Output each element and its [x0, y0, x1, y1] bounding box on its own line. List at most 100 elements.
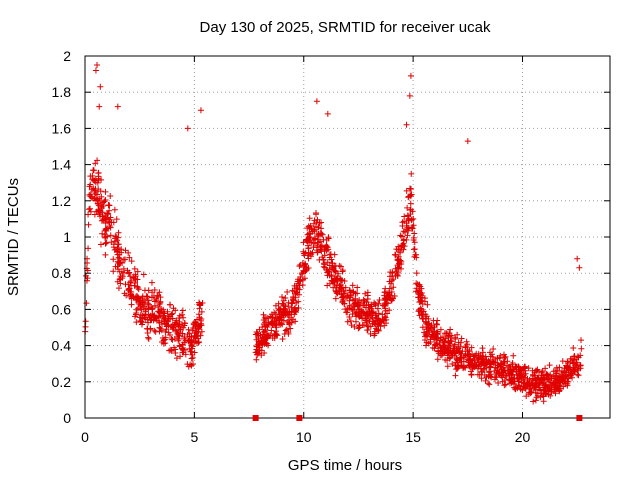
axis-ticks: 00.20.40.60.811.21.41.61.820 5 10 15 20: [52, 48, 610, 445]
data-point: [478, 361, 485, 368]
data-point: [285, 311, 292, 318]
data-point: [113, 216, 120, 223]
data-point: [364, 327, 371, 334]
data-point: [433, 320, 440, 327]
data-point: [168, 347, 175, 354]
data-point: [522, 383, 529, 390]
data-point: [430, 317, 437, 324]
data-point: [453, 349, 460, 356]
data-point: [441, 339, 448, 346]
data-point: [388, 273, 395, 280]
data-point: [349, 282, 356, 289]
data-point: [273, 330, 280, 337]
data-point: [338, 285, 345, 292]
data-point: [181, 335, 188, 342]
data-point: [128, 295, 135, 302]
data-point: [359, 315, 366, 322]
data-point: [307, 230, 314, 237]
data-point: [486, 381, 493, 388]
data-point: [100, 199, 107, 206]
data-point: [114, 103, 121, 110]
data-point: [305, 231, 312, 238]
data-point: [481, 371, 488, 378]
data-point: [135, 286, 142, 293]
data-point: [97, 188, 104, 195]
data-point: [168, 311, 175, 318]
data-point: [111, 246, 118, 253]
data-point: [347, 317, 354, 324]
data-point: [156, 328, 163, 335]
data-point: [267, 313, 274, 320]
data-point: [490, 345, 497, 352]
data-point: [434, 331, 441, 338]
data-point: [447, 354, 454, 361]
data-point: [167, 332, 174, 339]
data-point: [280, 312, 287, 319]
data-point: [296, 282, 303, 289]
data-point: [87, 181, 94, 188]
gap-marker: [576, 415, 583, 421]
data-point: [127, 279, 134, 286]
data-point: [404, 204, 411, 211]
data-point: [411, 239, 418, 246]
data-point: [191, 333, 198, 340]
data-point: [445, 332, 452, 339]
data-point: [468, 371, 475, 378]
data-point: [126, 285, 133, 292]
data-point: [311, 217, 318, 224]
data-point: [95, 207, 102, 214]
data-point: [302, 249, 309, 256]
data-point: [436, 340, 443, 347]
data-point: [156, 289, 163, 296]
data-point: [466, 361, 473, 368]
x-tick-label: 15: [405, 429, 421, 445]
data-point: [341, 290, 348, 297]
data-point: [400, 240, 407, 247]
data-point: [188, 355, 195, 362]
data-point: [164, 308, 171, 315]
y-tick-label: 0.8: [52, 265, 72, 281]
data-point: [388, 289, 395, 296]
data-point: [291, 288, 298, 295]
data-point: [94, 157, 101, 164]
data-point: [257, 337, 264, 344]
data-point: [107, 192, 114, 199]
data-point: [337, 284, 344, 291]
data-point: [91, 211, 98, 218]
data-point: [371, 299, 378, 306]
y-axis-label: SRMTID / TECUs: [5, 178, 22, 296]
data-point: [151, 298, 158, 305]
data-point: [453, 345, 460, 352]
data-point: [315, 239, 322, 246]
y-tick-label: 0.6: [52, 301, 72, 317]
data-point: [198, 328, 205, 335]
data-point: [88, 186, 95, 193]
data-point: [133, 319, 140, 326]
data-point: [156, 301, 163, 308]
data-point: [403, 187, 410, 194]
data-point: [577, 365, 584, 372]
data-point: [323, 236, 330, 243]
data-point: [195, 311, 202, 318]
data-point: [476, 371, 483, 378]
data-point: [413, 280, 420, 287]
data-point: [139, 293, 146, 300]
data-point: [546, 362, 553, 369]
data-point: [574, 371, 581, 378]
data-point: [110, 244, 117, 251]
data-point: [195, 339, 202, 346]
data-point: [384, 300, 391, 307]
data-point: [512, 386, 519, 393]
data-point: [560, 383, 567, 390]
data-point: [135, 300, 142, 307]
data-point: [340, 296, 347, 303]
data-point: [87, 191, 94, 198]
data-point: [332, 262, 339, 269]
data-point: [299, 269, 306, 276]
data-point: [547, 371, 554, 378]
data-point: [117, 275, 124, 282]
data-point: [128, 301, 135, 308]
data-point: [404, 224, 411, 231]
data-point: [92, 67, 99, 74]
data-point: [90, 195, 97, 202]
